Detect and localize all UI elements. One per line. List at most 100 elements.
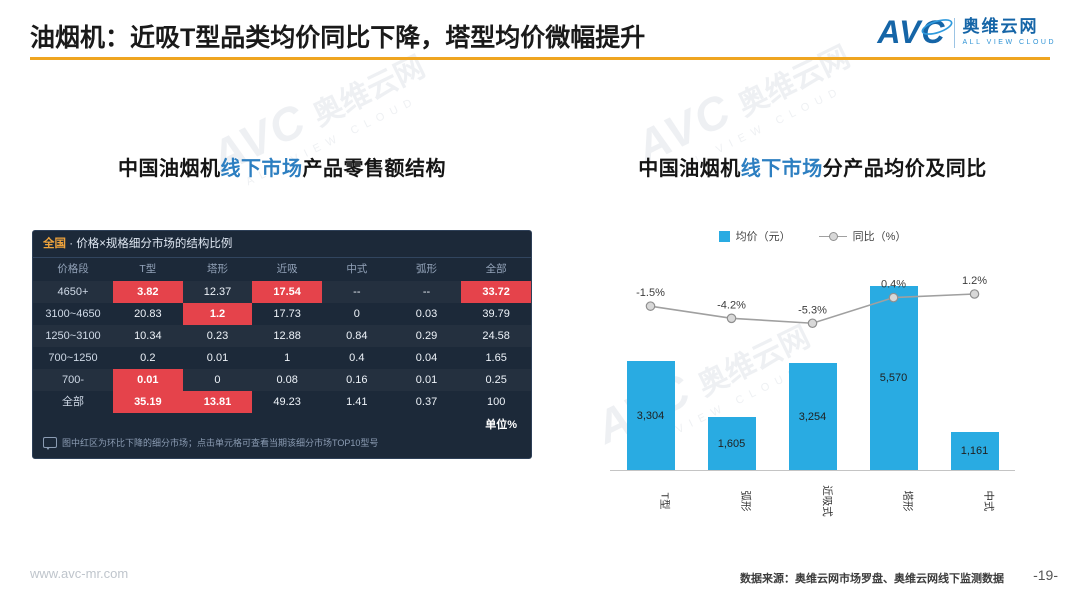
table-cell[interactable]: 0.37 bbox=[415, 396, 438, 408]
chart-legend: 均价（元） 同比（%） bbox=[610, 228, 1015, 244]
table-cell[interactable]: 1.41 bbox=[346, 396, 368, 408]
chart-plot: 3,304 1,605 3,254 5,570 1,161 -1.5% -4.2% -5.3%… bbox=[610, 252, 1015, 471]
table-cell[interactable]: 0.4 bbox=[349, 352, 365, 364]
bar-value-label: 3,254 bbox=[798, 410, 827, 423]
heading-suffix: 分产品均价及同比 bbox=[822, 158, 987, 180]
table-cell[interactable]: 10.34 bbox=[134, 330, 162, 342]
brand-logo: AVC 奥维云网 ALL VIEW CLOUD bbox=[873, 12, 1060, 53]
table-title-text: · 价格×规格细分市场的结构比例 bbox=[66, 238, 233, 250]
table-title-region: 全国 bbox=[43, 238, 66, 250]
table-cell[interactable]: 0.2 bbox=[140, 352, 156, 364]
table-cell[interactable]: 0 bbox=[353, 308, 360, 320]
table-row: 4650+ 3.82 12.37 17.54 -- -- 33.72 bbox=[33, 281, 531, 303]
table-row: 700~1250 0.2 0.01 1 0.4 0.04 1.65 bbox=[33, 347, 531, 369]
column-header: 中式 bbox=[346, 263, 368, 275]
table-cell[interactable]: 0.29 bbox=[415, 330, 438, 342]
title-underline bbox=[30, 57, 1050, 60]
table-footer: 单位% 图中红区为环比下降的细分市场；点击单元格可查看当期该细分市场TOP10型… bbox=[33, 413, 531, 454]
table-cell[interactable]: 0.84 bbox=[346, 330, 368, 342]
table-cell[interactable]: 49.23 bbox=[273, 396, 301, 408]
bar-中式: 1,161 bbox=[950, 432, 999, 470]
legend-item-yoy: 同比（%） bbox=[818, 228, 907, 244]
table-cell[interactable]: 0.08 bbox=[276, 374, 298, 386]
table-cell[interactable]: 0.25 bbox=[485, 374, 507, 386]
table-cell[interactable]: 39.79 bbox=[482, 308, 510, 320]
x-axis-label: 中式 bbox=[982, 490, 995, 512]
table-row: 全部 35.19 13.81 49.23 1.41 0.37 100 bbox=[33, 391, 531, 413]
bar-近吸式: 3,254 bbox=[788, 363, 837, 470]
logo-company-name: 奥维云网 bbox=[962, 17, 1039, 37]
x-axis-label: 塔形 bbox=[901, 490, 914, 512]
yoy-value-label: 0.4% bbox=[881, 279, 906, 291]
logo-orbit-icon bbox=[921, 19, 953, 35]
line-point bbox=[888, 292, 899, 303]
x-axis-label: T型 bbox=[658, 492, 671, 510]
line-point bbox=[969, 289, 980, 299]
watermark-name: 奥维云网 bbox=[732, 40, 856, 123]
bar-弧形: 1,605 bbox=[707, 417, 756, 470]
table-cell[interactable]: 17.54 bbox=[252, 281, 322, 303]
structure-table: 全国 · 价格×规格细分市场的结构比例 价格段 T型 塔形 近吸 中式 弧形 全部 4650… bbox=[32, 230, 532, 459]
yoy-value-label: -1.5% bbox=[636, 287, 665, 299]
table-cell[interactable]: 100 bbox=[486, 396, 506, 408]
table-cell[interactable]: 0.01 bbox=[415, 374, 438, 386]
table-cell[interactable]: 1 bbox=[284, 352, 291, 364]
bar-slot: 5,570 bbox=[853, 286, 934, 470]
row-label: 4650+ bbox=[57, 286, 89, 298]
bar-slot: 3,254 bbox=[772, 363, 853, 470]
column-header: 弧形 bbox=[415, 263, 437, 275]
table-cell[interactable]: 24.58 bbox=[482, 330, 510, 342]
bar-slot: 3,304 bbox=[610, 361, 691, 470]
bar-value-label: 5,570 bbox=[879, 372, 908, 384]
table-cell[interactable]: 0.01 bbox=[206, 352, 229, 364]
row-label: 700~1250 bbox=[48, 352, 98, 364]
bar-swatch-icon bbox=[718, 230, 730, 242]
yoy-value-label: -4.2% bbox=[717, 299, 746, 311]
table-cell[interactable]: 33.72 bbox=[461, 281, 531, 303]
table-cell[interactable]: 0.03 bbox=[415, 308, 438, 320]
legend-label: 同比（%） bbox=[852, 231, 907, 243]
table-row: 1250~3100 10.34 0.23 12.88 0.84 0.29 24.58 bbox=[33, 325, 531, 347]
right-panel-heading: 中国油烟机线下市场分产品均价及同比 bbox=[610, 152, 1015, 181]
table-cell[interactable]: -- bbox=[353, 286, 361, 298]
bar-slot: 1,161 bbox=[934, 432, 1015, 470]
column-header: T型 bbox=[139, 263, 157, 275]
logo-divider bbox=[953, 17, 955, 48]
table-row: 3100~4650 20.83 1.2 17.73 0 0.03 39.79 bbox=[33, 303, 531, 325]
row-label: 全部 bbox=[62, 396, 84, 408]
column-header: 塔形 bbox=[206, 263, 228, 275]
heading-prefix: 中国油烟机 bbox=[638, 158, 741, 180]
line-point bbox=[807, 318, 818, 329]
heading-prefix: 中国油烟机 bbox=[118, 158, 221, 180]
unit-label: 单位% bbox=[485, 419, 517, 431]
table-header-row: 价格段 T型 塔形 近吸 中式 弧形 全部 bbox=[33, 258, 531, 281]
table-cell[interactable]: 20.83 bbox=[134, 308, 162, 320]
table-cell[interactable]: 1.65 bbox=[485, 352, 507, 364]
bar-塔形: 5,570 bbox=[869, 286, 918, 470]
table-cell[interactable]: 0.16 bbox=[346, 374, 368, 386]
heading-highlight: 线下市场 bbox=[740, 158, 823, 180]
bar-value-label: 1,605 bbox=[717, 437, 746, 450]
table-cell[interactable]: 13.81 bbox=[182, 391, 253, 413]
table-cell[interactable]: 12.37 bbox=[203, 286, 232, 298]
table-cell[interactable]: 0.23 bbox=[206, 330, 229, 342]
table-cell[interactable]: -- bbox=[422, 286, 431, 298]
page-number: -19- bbox=[1033, 567, 1058, 583]
heading-suffix: 产品零售额结构 bbox=[302, 158, 446, 180]
line-point bbox=[645, 301, 656, 311]
table-cell[interactable]: 17.73 bbox=[273, 308, 301, 320]
legend-item-avg-price: 均价（元） bbox=[718, 228, 791, 244]
table-cell[interactable]: 0.04 bbox=[415, 352, 438, 364]
bar-value-label: 3,304 bbox=[636, 409, 665, 422]
table-title: 全国 · 价格×规格细分市场的结构比例 bbox=[33, 231, 531, 258]
table-cell[interactable]: 0.01 bbox=[113, 369, 183, 391]
table-cell[interactable]: 1.2 bbox=[182, 303, 253, 325]
table-cell[interactable]: 0 bbox=[214, 374, 221, 386]
table-cell[interactable]: 12.88 bbox=[273, 330, 301, 342]
table-cell[interactable]: 35.19 bbox=[113, 391, 183, 413]
table-cell[interactable]: 3.82 bbox=[113, 281, 183, 303]
column-header: 近吸 bbox=[276, 263, 298, 275]
bar-value-label: 1,161 bbox=[960, 445, 989, 457]
x-axis-label: 弧形 bbox=[739, 490, 752, 512]
table-row: 700- 0.01 0 0.08 0.16 0.01 0.25 bbox=[33, 369, 531, 391]
